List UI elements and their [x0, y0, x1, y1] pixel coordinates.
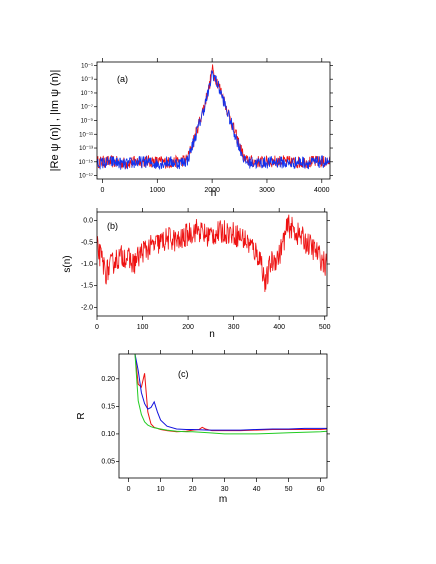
- x-tick-label: 0: [95, 324, 99, 331]
- x-tick-label: 10: [157, 486, 165, 493]
- x-tick-label: 3000: [259, 187, 275, 194]
- y-tick-label: 10⁻¹⁷: [79, 173, 93, 180]
- y-axis-label: |Re ψ (n)| , |Im ψ (n)|: [49, 70, 61, 172]
- y-tick-label: 10⁻⁷: [81, 104, 93, 111]
- x-axis-label: n: [211, 188, 217, 199]
- y-tick-label: 10⁻¹¹: [79, 132, 93, 138]
- panel-c: 0 10 20 30 40 50 60 0.05 0.10 0.15 0.20 (c) m R: [76, 350, 330, 505]
- y-tick-label: 10⁻³: [81, 77, 93, 83]
- x-tick-label: 30: [221, 486, 229, 493]
- y-tick-label: 0.05: [101, 458, 115, 465]
- x-tick-label: 0: [127, 486, 131, 493]
- plot-frame: [118, 353, 328, 479]
- y-tick-label: 0.10: [101, 431, 115, 438]
- y-tick-label: 10⁻¹⁵: [79, 159, 94, 166]
- x-tick-label: 0: [101, 187, 105, 194]
- y-tick-label: 0.15: [101, 403, 115, 410]
- x-tick-label: 50: [285, 486, 293, 493]
- panel-label: (a): [117, 74, 128, 84]
- y-tick-label: -0.5: [81, 239, 93, 246]
- y-tick-label: 0.20: [101, 376, 115, 383]
- x-tick-label: 4000: [314, 187, 330, 194]
- x-axis-label: n: [209, 329, 215, 340]
- y-tick-label: 10⁻⁹: [81, 118, 94, 125]
- x-tick-label: 60: [317, 486, 325, 493]
- x-tick-label: 200: [182, 324, 194, 331]
- y-tick-label: 10⁻¹³: [79, 146, 93, 152]
- y-axis-label: s(n): [62, 255, 73, 272]
- y-tick-label: 0.0: [83, 218, 93, 225]
- y-tick-label: 10⁻¹: [81, 63, 93, 69]
- panel-label: (b): [107, 221, 118, 231]
- x-tick-label: 20: [189, 486, 197, 493]
- y-tick-label: -1.0: [81, 261, 93, 268]
- x-tick-label: 300: [228, 324, 240, 331]
- y-tick-label: 10⁻⁵: [81, 90, 94, 97]
- x-tick-label: 2000: [204, 187, 220, 194]
- panel-label: (c): [178, 369, 189, 379]
- x-tick-label: 1000: [150, 187, 166, 194]
- x-tick-label: 500: [319, 324, 331, 331]
- series-line-c-0: [134, 354, 327, 433]
- y-tick-label: -2.0: [81, 304, 93, 311]
- x-tick-label: 40: [253, 486, 261, 493]
- panel-b: 0 100 200 300 400 500 0.0 -0.5 -1.0 -1.5 -2.0 (b) n s…: [62, 208, 331, 340]
- x-tick-label: 100: [137, 324, 149, 331]
- y-tick-label: -1.5: [81, 283, 93, 290]
- series-line-c-1: [134, 354, 327, 431]
- x-tick-label: 400: [273, 324, 285, 331]
- panel-a: 0 1000 2000 3000 4000 10⁻¹ 10⁻³ 10⁻⁵ 10⁻⁷ 10⁻⁹ 10⁻…: [49, 58, 333, 199]
- series-line-b-0: [97, 214, 327, 293]
- series-line-c-2: [134, 354, 327, 435]
- x-axis-label: m: [219, 494, 227, 505]
- y-axis-label: R: [76, 412, 87, 419]
- series-line-a-1: [97, 69, 330, 170]
